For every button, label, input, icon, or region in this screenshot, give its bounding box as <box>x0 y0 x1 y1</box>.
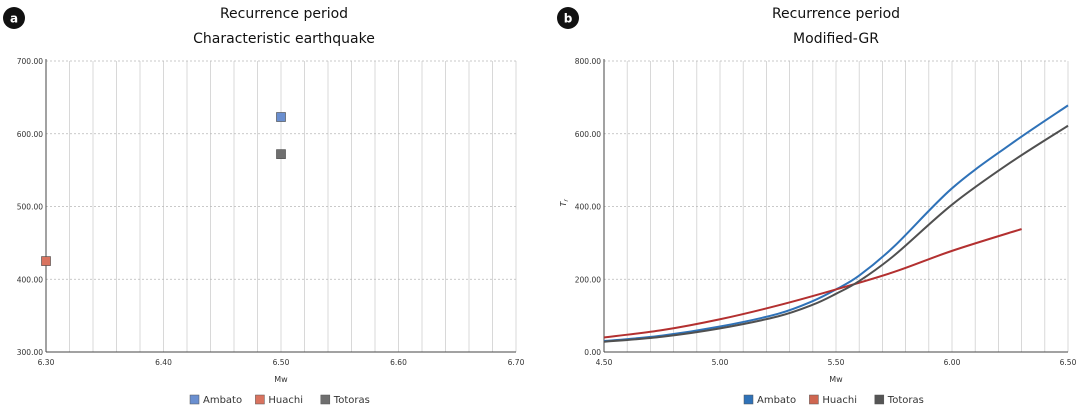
x-tick-label: 6.00 <box>944 358 961 367</box>
data-point-totoras <box>276 149 286 159</box>
y-tick-label: 400.00 <box>17 275 43 284</box>
x-tick-label: 6.60 <box>390 358 407 367</box>
y-tick-label: 800.00 <box>575 57 601 66</box>
chart-title: Recurrence period <box>772 6 900 22</box>
legend-swatch-totoras <box>320 394 331 405</box>
panel-badge <box>3 7 25 29</box>
y-tick-label: 200.00 <box>575 275 601 284</box>
legend-label-ambato: Ambato <box>203 395 242 406</box>
chart-panel-b: b Recurrence period Modified-GR 4.50 5.00 5.5… <box>557 6 1076 406</box>
x-tick-label: 6.70 <box>508 358 525 367</box>
y-axis-label-subscript: r <box>563 199 570 202</box>
y-tick-label: 700.00 <box>17 57 43 66</box>
x-tick-label: 4.50 <box>596 358 613 367</box>
y-tick-label: 400.00 <box>575 203 601 212</box>
chart-subtitle: Characteristic earthquake <box>193 31 375 47</box>
x-tick-label: 6.50 <box>1060 358 1076 367</box>
chart-title: Recurrence period <box>220 6 348 22</box>
y-tick-label: 500.00 <box>17 203 43 212</box>
x-axis-label: Mw <box>274 375 288 384</box>
y-axis-label-main: T <box>559 201 568 207</box>
panel-badge-label: a <box>10 12 18 26</box>
y-tick-label: 300.00 <box>17 348 43 357</box>
y-axis-label: Tr <box>559 199 570 207</box>
data-point-huachi <box>41 256 51 266</box>
data-point-ambato <box>276 112 286 122</box>
legend-label-totoras: Totoras <box>333 395 370 406</box>
x-tick-label: 6.40 <box>155 358 172 367</box>
panel-badge-label: b <box>564 12 573 26</box>
chart-subtitle: Modified-GR <box>793 31 879 47</box>
y-tick-label: 600.00 <box>17 130 43 139</box>
legend-swatch-huachi <box>255 394 265 405</box>
x-axis-label: Mw <box>829 375 843 384</box>
y-tick-label: 0.00 <box>584 348 601 357</box>
legend-swatch-huachi <box>809 394 819 405</box>
x-tick-label: 5.00 <box>712 358 729 367</box>
series-line-totoras <box>603 124 1069 343</box>
x-tick-label: 5.50 <box>828 358 845 367</box>
legend-swatch-totoras <box>874 394 885 405</box>
panel-badge <box>557 7 579 29</box>
x-tick-label: 6.30 <box>38 358 55 367</box>
y-tick-label: 600.00 <box>575 130 601 139</box>
legend-label-huachi: Huachi <box>822 395 857 406</box>
series-line-huachi <box>603 228 1022 339</box>
legend-label-huachi: Huachi <box>268 395 303 406</box>
legend-label-totoras: Totoras <box>887 395 924 406</box>
legend-label-ambato: Ambato <box>757 395 796 406</box>
legend-swatch-ambato <box>189 394 200 405</box>
x-tick-label: 6.50 <box>273 358 290 367</box>
legend-swatch-ambato <box>743 394 754 405</box>
chart-panel-a: a Recurrence period Characteristic earthqu… <box>3 6 525 406</box>
